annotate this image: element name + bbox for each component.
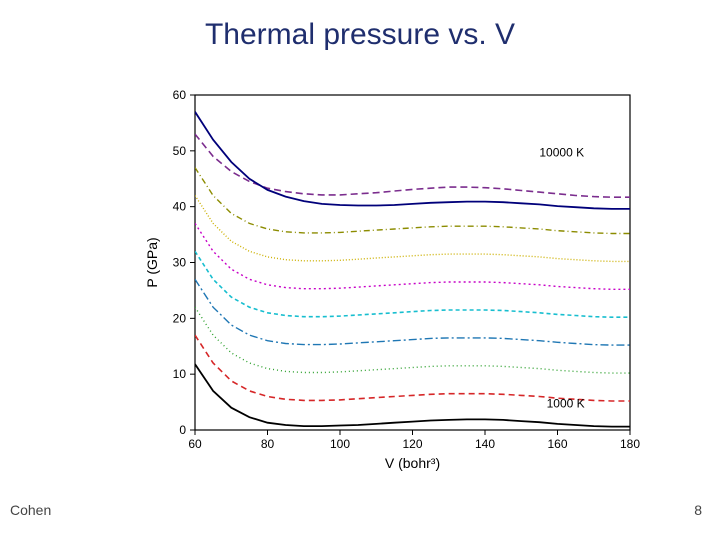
chart-inline-label: 1000 K (547, 397, 585, 411)
y-tick-label: 50 (173, 144, 187, 158)
slide: Thermal pressure vs. V 60801001201401601… (0, 0, 720, 540)
y-tick-label: 10 (173, 367, 187, 381)
chart-container: 60 80 100 120 140 160 180 0 10 20 30 40 50 60 V (bohr³… (140, 85, 640, 485)
y-tick-label: 30 (173, 256, 187, 270)
x-tick-label: 180 (620, 437, 640, 451)
y-axis-label: P (GPa) (144, 237, 160, 287)
y-tick-label: 20 (173, 311, 187, 325)
x-tick-label: 120 (402, 437, 422, 451)
x-tick-label: 80 (261, 437, 275, 451)
x-tick-label: 160 (547, 437, 567, 451)
y-tick-label: 40 (173, 200, 187, 214)
footer-author: Cohen (10, 502, 51, 518)
x-axis-label: V (bohr³) (385, 455, 440, 471)
x-tick-label: 140 (475, 437, 495, 451)
slide-title: Thermal pressure vs. V (0, 18, 720, 52)
page-number: 8 (694, 502, 702, 518)
thermal-pressure-chart: 60 80 100 120 140 160 180 0 10 20 30 40 50 60 V (bohr³… (140, 85, 640, 485)
y-tick-label: 60 (173, 88, 187, 102)
y-tick-label: 0 (179, 423, 186, 437)
chart-inline-label: 10000 K (539, 145, 584, 159)
x-tick-label: 60 (188, 437, 202, 451)
x-tick-label: 100 (330, 437, 350, 451)
